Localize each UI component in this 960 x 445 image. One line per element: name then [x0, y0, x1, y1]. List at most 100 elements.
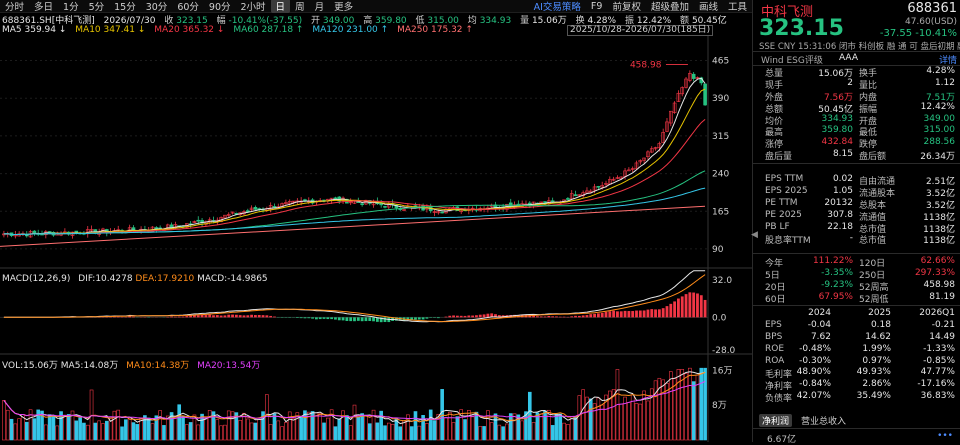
volume-bar	[215, 419, 220, 441]
low-label: 低	[415, 16, 425, 24]
tab-net-profit[interactable]: 净利润	[759, 414, 793, 427]
stock-name: 中科飞测	[761, 5, 814, 20]
stat-row: 最高 359.80 最低 315.00	[753, 125, 960, 138]
volume-bar	[32, 418, 37, 441]
volume-bar	[543, 410, 547, 441]
stat-label: 跌停	[859, 140, 878, 151]
candle-body	[592, 186, 597, 191]
candle-body	[192, 220, 197, 223]
toolbar-item-2[interactable]: 前复权	[612, 2, 641, 13]
volume-bar	[417, 425, 422, 441]
candle-body	[226, 214, 231, 216]
candle-body	[630, 168, 635, 170]
period-tab-4[interactable]: 15分	[114, 2, 136, 13]
macd-dea: DEA:17.9210	[135, 274, 195, 284]
ma10-line	[3, 88, 706, 236]
stat-row: 盘后量 8.15 盘后额 26.34万	[753, 149, 960, 163]
stat-value: 8.15	[832, 149, 853, 160]
tab-revenue[interactable]: 营业总收入	[801, 417, 847, 427]
volume-bar	[223, 424, 227, 441]
vol-value: 15.06万	[531, 16, 567, 24]
stat-value: 3.52亿	[925, 200, 955, 211]
ma5-line	[3, 77, 706, 236]
volume-bar	[352, 404, 357, 441]
period-tab-0[interactable]: 分时	[5, 2, 25, 13]
volume-bar	[684, 373, 688, 441]
period-tab-8[interactable]: 2小时	[240, 2, 266, 13]
period-tab-1[interactable]: 多日	[34, 2, 54, 13]
volume-bar	[608, 390, 612, 441]
more-dots-icon[interactable]: •••	[937, 431, 953, 441]
volume-bar	[306, 411, 311, 441]
toolbar-item-4[interactable]: 画线	[698, 2, 718, 13]
volume-bar	[611, 389, 616, 441]
period-tab-7[interactable]: 90分	[208, 2, 231, 13]
fin-value: 42.07%	[796, 391, 831, 402]
candle-body	[627, 169, 631, 172]
period-tab-2[interactable]: 1分	[63, 2, 79, 13]
volume-bar	[165, 415, 170, 441]
volume-bar	[558, 413, 563, 441]
stat-row: EPS 2025 1.05 流通股本 3.52亿	[753, 186, 960, 199]
toolbar-item-5[interactable]: 工具	[727, 2, 747, 13]
stat-value: 1138亿	[923, 224, 955, 235]
chart-area[interactable]: 458.98 465 390 315 240 165 90 32.0 0.0 -28.0 16万 8万	[0, 36, 752, 442]
volume-bar	[653, 380, 658, 441]
candle-body	[668, 110, 673, 124]
period-tab-3[interactable]: 5分	[88, 2, 105, 13]
fin-value: -1.33%	[923, 343, 955, 354]
price-tick-label: 240	[712, 170, 729, 180]
vol-ma20-line	[3, 380, 706, 420]
volume-bar	[463, 419, 467, 441]
stat-label: 流通股本	[859, 188, 896, 199]
period-tab-5[interactable]: 30分	[145, 2, 168, 13]
toolbar-item-1[interactable]: F9	[590, 0, 603, 12]
period-tab-11[interactable]: 月	[314, 2, 325, 13]
volume-bar	[577, 395, 582, 441]
volume-bar	[688, 367, 692, 441]
stat-row: 60日 67.95% 52周低 81.19	[753, 292, 960, 305]
candle-body	[600, 185, 605, 188]
stat-value: 26.34万	[920, 152, 955, 163]
stat-label: 52周低	[859, 294, 889, 305]
candle-body	[596, 186, 601, 188]
amt-label: 额	[680, 16, 690, 24]
fin-header-cell: 2025	[868, 308, 891, 318]
volume-bar	[478, 426, 483, 441]
esg-detail-link[interactable]: 详情	[938, 56, 957, 66]
period-tab-10[interactable]: 周	[295, 2, 305, 13]
ma20-line	[3, 119, 706, 236]
toolbar-item-3[interactable]: 超级叠加	[650, 2, 689, 13]
volume-bar	[207, 410, 212, 441]
volume-bar	[226, 410, 231, 441]
volume-bar	[70, 410, 75, 441]
volume-bar	[185, 424, 189, 441]
fin-row: ROA -0.30% 0.97% -0.85%	[753, 356, 960, 368]
stock-code: 688361	[907, 1, 957, 16]
volume-bar	[402, 420, 406, 441]
volume-bar	[451, 422, 456, 441]
volume-bar	[196, 424, 201, 441]
valuation-grid: EPS TTM 0.02 自由流通 2.51亿 EPS 2025 1.05 流通股本 3.52…	[753, 163, 960, 246]
macd-dif: DIF:10.4278	[78, 274, 133, 284]
volume-bar	[596, 397, 601, 441]
period-tab-6[interactable]: 60分	[177, 2, 199, 13]
volume-bar	[360, 413, 364, 441]
volume-bar	[604, 394, 608, 441]
period-tab-9[interactable]: 日	[270, 0, 291, 13]
stat-label: 外盘	[765, 92, 784, 103]
collapse-arrow-icon[interactable]: ◀	[751, 230, 758, 240]
fin-value: 14.62	[865, 331, 891, 342]
volume-bar	[150, 423, 155, 441]
toolbar-item-0[interactable]: AI交易策略	[533, 2, 581, 13]
period-tab-12[interactable]: 更多	[334, 2, 354, 13]
volume-bar	[676, 369, 681, 441]
volume-bar	[375, 422, 380, 441]
stat-value: 20132	[824, 197, 853, 208]
quote-info-line: 688361.SH[中科飞测] 2026/07/30 收 323.15 幅 -1…	[2, 13, 750, 24]
volume-bar	[326, 417, 330, 441]
stat-value: 1138亿	[923, 212, 955, 223]
fin-label: BPS	[765, 331, 783, 342]
candle-body	[657, 143, 662, 149]
